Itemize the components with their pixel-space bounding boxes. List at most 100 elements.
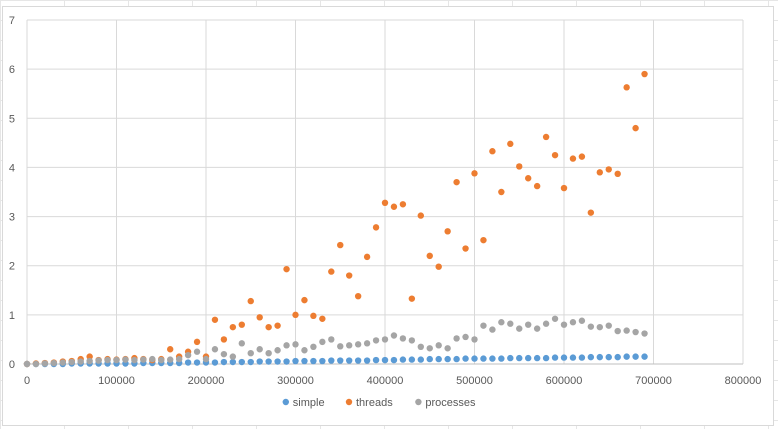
x-tick-labels: 0 100000 200000 300000 400000 500000 600000 700… bbox=[24, 375, 761, 387]
x-tick-label: 600000 bbox=[546, 375, 583, 387]
threads-point bbox=[283, 265, 290, 273]
processes-point bbox=[140, 356, 147, 363]
processes-point bbox=[435, 342, 442, 349]
y-tick-label: 7 bbox=[9, 15, 15, 27]
simple-point bbox=[480, 355, 487, 362]
simple-point bbox=[471, 355, 478, 362]
processes-point bbox=[525, 321, 532, 328]
data-points bbox=[23, 70, 648, 368]
threads-point bbox=[247, 297, 254, 305]
simple-point bbox=[632, 353, 639, 360]
legend-label-processes: processes bbox=[425, 397, 476, 409]
simple-point bbox=[614, 353, 621, 361]
simple-point bbox=[247, 358, 254, 366]
processes-point bbox=[381, 336, 389, 343]
x-tick-label: 500000 bbox=[456, 375, 493, 387]
processes-point bbox=[578, 317, 586, 324]
processes-point bbox=[453, 335, 460, 342]
processes-point bbox=[462, 333, 469, 341]
threads-point bbox=[86, 353, 93, 360]
threads-point bbox=[211, 316, 219, 323]
threads-point bbox=[381, 199, 389, 207]
y-tick-label: 4 bbox=[9, 162, 15, 174]
threads-point bbox=[462, 245, 469, 252]
series-simple bbox=[23, 353, 648, 368]
simple-point bbox=[641, 353, 648, 360]
x-tick-label: 700000 bbox=[635, 375, 672, 387]
threads-point bbox=[167, 346, 174, 353]
simple-point bbox=[408, 356, 416, 363]
processes-point bbox=[498, 319, 505, 326]
processes-point bbox=[471, 336, 478, 343]
simple-point bbox=[211, 359, 219, 366]
processes-point bbox=[408, 337, 416, 344]
processes-point bbox=[372, 337, 380, 344]
processes-point bbox=[220, 350, 228, 358]
series-threads bbox=[23, 70, 648, 368]
processes-point bbox=[283, 342, 290, 349]
x-tick-label: 300000 bbox=[277, 375, 314, 387]
processes-point bbox=[184, 351, 192, 359]
legend-label-threads: threads bbox=[356, 397, 393, 409]
simple-point bbox=[283, 358, 290, 365]
legend-item-threads[interactable]: threads bbox=[345, 397, 393, 409]
processes-point bbox=[238, 340, 245, 347]
threads-point bbox=[507, 140, 514, 148]
processes-point bbox=[104, 356, 111, 364]
simple-point bbox=[605, 353, 612, 361]
y-tick-label: 6 bbox=[9, 64, 15, 76]
threads-point bbox=[480, 236, 487, 244]
simple-point bbox=[525, 354, 532, 362]
threads-point bbox=[453, 178, 460, 186]
legend-item-processes[interactable]: processes bbox=[415, 397, 476, 409]
processes-point bbox=[542, 320, 550, 327]
threads-point bbox=[542, 133, 550, 141]
threads-point bbox=[605, 166, 612, 173]
processes-point bbox=[614, 327, 621, 335]
simple-point bbox=[444, 355, 451, 363]
y-tick-label: 2 bbox=[9, 261, 15, 273]
processes-point bbox=[301, 347, 308, 354]
simple-point bbox=[372, 356, 380, 364]
threads-point bbox=[238, 321, 245, 328]
threads-point bbox=[363, 253, 371, 261]
processes-point bbox=[113, 356, 120, 364]
threads-point bbox=[256, 314, 263, 321]
legend-marker-threads bbox=[345, 398, 353, 406]
x-tick-label: 0 bbox=[24, 375, 30, 387]
processes-point bbox=[489, 326, 496, 333]
processes-point bbox=[310, 343, 317, 350]
simple-point bbox=[390, 356, 398, 364]
processes-point bbox=[516, 325, 523, 332]
processes-point bbox=[131, 356, 138, 364]
threads-point bbox=[516, 163, 523, 170]
legend-marker-processes bbox=[415, 398, 422, 406]
processes-point bbox=[605, 322, 612, 329]
processes-point bbox=[417, 343, 424, 350]
simple-point bbox=[363, 357, 371, 364]
legend-item-simple[interactable]: simple bbox=[282, 397, 325, 409]
processes-point bbox=[122, 356, 129, 363]
processes-point bbox=[41, 360, 49, 367]
threads-point bbox=[265, 323, 272, 331]
simple-point bbox=[462, 355, 469, 362]
simple-point bbox=[229, 358, 237, 366]
threads-point bbox=[337, 241, 344, 249]
simple-point bbox=[516, 354, 523, 362]
processes-point bbox=[623, 327, 630, 334]
simple-point bbox=[354, 357, 362, 364]
simple-point bbox=[435, 355, 442, 363]
processes-point bbox=[292, 341, 299, 348]
threads-point bbox=[372, 224, 380, 231]
simple-point bbox=[301, 357, 308, 365]
processes-point bbox=[390, 332, 398, 339]
processes-point bbox=[59, 359, 66, 366]
simple-point bbox=[596, 353, 603, 361]
processes-point bbox=[229, 353, 237, 360]
simple-point bbox=[381, 356, 389, 364]
threads-point bbox=[319, 315, 326, 322]
processes-point bbox=[77, 358, 84, 365]
threads-point bbox=[292, 311, 299, 319]
threads-point bbox=[417, 212, 424, 219]
